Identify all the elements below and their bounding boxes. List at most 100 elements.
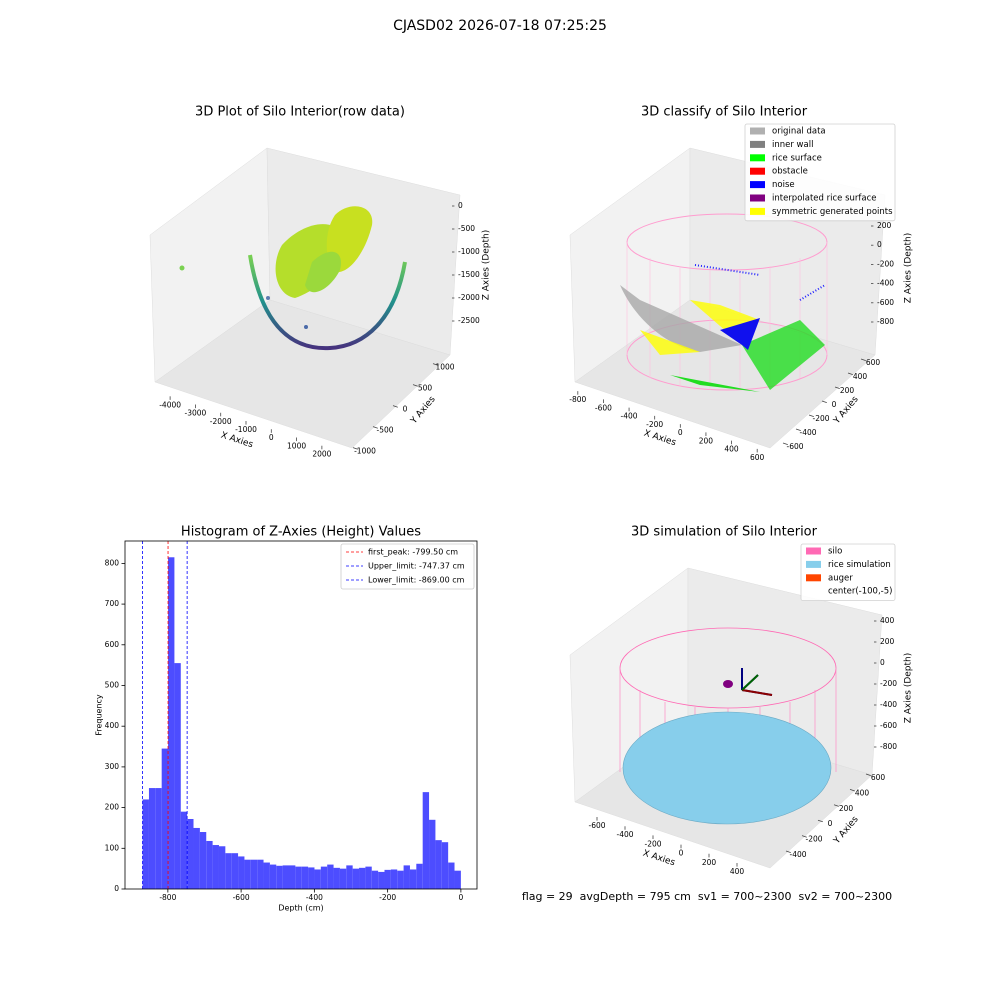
x-tick-label: 0 [678,428,683,437]
y-tick [412,384,418,387]
x-tick-label: 200 [699,436,714,445]
y-tick [392,405,398,408]
x-tick-label: 200 [702,858,717,867]
x-tick-label: -400 [306,893,323,902]
x-tick-label: -2000 [210,417,232,426]
y-tick-label: 0 [114,884,119,893]
bar [168,557,175,889]
bar [244,859,251,889]
bar [409,869,417,889]
bar [257,859,264,889]
y-tick-label: 0 [403,405,408,414]
y-tick-label: 600 [105,640,120,649]
legend-swatch [750,194,765,202]
y-tick-label: 600 [871,773,886,782]
bar [403,865,410,889]
y-tick-label: 300 [105,762,120,771]
legend-swatch [806,547,821,555]
x-tick-label: -400 [621,412,638,421]
x-tick-label: -200 [644,839,661,848]
bar [180,811,188,889]
bar [218,846,226,889]
bar [333,867,340,889]
y-tick-label: -1000 [354,447,376,456]
x-tick-label: 0 [458,893,463,902]
bar [231,853,239,889]
y-tick [860,358,866,361]
bar [295,866,302,889]
figure-title: CJASD02 2026-07-18 07:25:25 [393,18,607,34]
z-axis-label: Z Axies (Depth) [904,233,914,304]
bar [359,867,366,889]
chart-title: Histogram of Z-Axies (Height) Values [181,525,421,540]
bar [142,799,149,889]
x-axis-label: Depth (cm) [278,904,323,913]
bar [174,663,181,889]
x-tick-label: 400 [730,867,745,876]
y-tick [785,850,791,853]
x-tick-label: -400 [616,830,633,839]
bar [454,870,461,889]
y-tick [782,442,788,445]
legend-swatch [750,167,765,175]
bar [390,869,398,889]
bar [339,868,347,889]
x-tick-label: 1000 [287,441,306,450]
bar [282,865,290,889]
bar [314,869,321,889]
bar [238,856,245,889]
y-tick-label: 0 [832,400,837,409]
bar [346,865,353,889]
bar [289,865,296,889]
bar [441,842,449,889]
bar [206,840,213,889]
y-tick-label: -200 [805,835,822,844]
bar [384,869,391,889]
z-tick-label: 0 [880,658,885,667]
y-tick-label: 500 [105,680,120,689]
x-tick-label: -800 [569,395,586,404]
chart-title: 3D simulation of Silo Interior [631,525,818,540]
plot4-scene [569,567,883,869]
y-tick [865,773,871,776]
bar [193,827,200,889]
bar [429,819,436,889]
bar [308,867,315,889]
legend-box [800,543,896,601]
y-tick-label: 500 [418,384,433,393]
bar [422,792,430,889]
legend-swatch [750,140,765,148]
x-tick-label: -3000 [185,409,207,418]
footer: flag = 29 avgDepth = 795 cm sv1 = 700~23… [522,890,892,903]
z-tick-label: -800 [880,742,897,751]
chart-title: 3D classify of Silo Interior [641,105,808,120]
z-axis-label: Z Axies (Depth) [482,230,492,301]
bar [448,862,455,889]
x-tick-label: 0 [269,433,274,442]
z-tick-label: -2500 [458,316,480,325]
bar [416,863,423,889]
x-tick-label: 0 [679,849,684,858]
z-tick-label: -1000 [458,247,480,256]
bar [435,840,442,889]
x-tick-label: -4000 [159,400,181,409]
z-tick-label: -200 [877,259,894,268]
y-tick-label: 200 [840,386,855,395]
z-tick-label: 200 [880,637,895,646]
y-tick-label: 600 [866,358,881,367]
bar [161,748,169,889]
bar [155,788,162,889]
y-tick [372,426,378,429]
bar [263,862,270,889]
legend-label: obstacle [772,167,808,177]
y-tick-label: 200 [839,804,854,813]
z-tick-label: -400 [877,279,894,288]
chart-title: 3D Plot of Silo Interior(row data) [195,105,405,120]
bar [269,864,277,889]
bar [371,870,379,889]
bar [276,865,283,889]
legend-label: original data [772,127,826,137]
legend-swatch [750,181,765,189]
bar [365,866,372,889]
y-tick-label: 700 [105,599,120,608]
